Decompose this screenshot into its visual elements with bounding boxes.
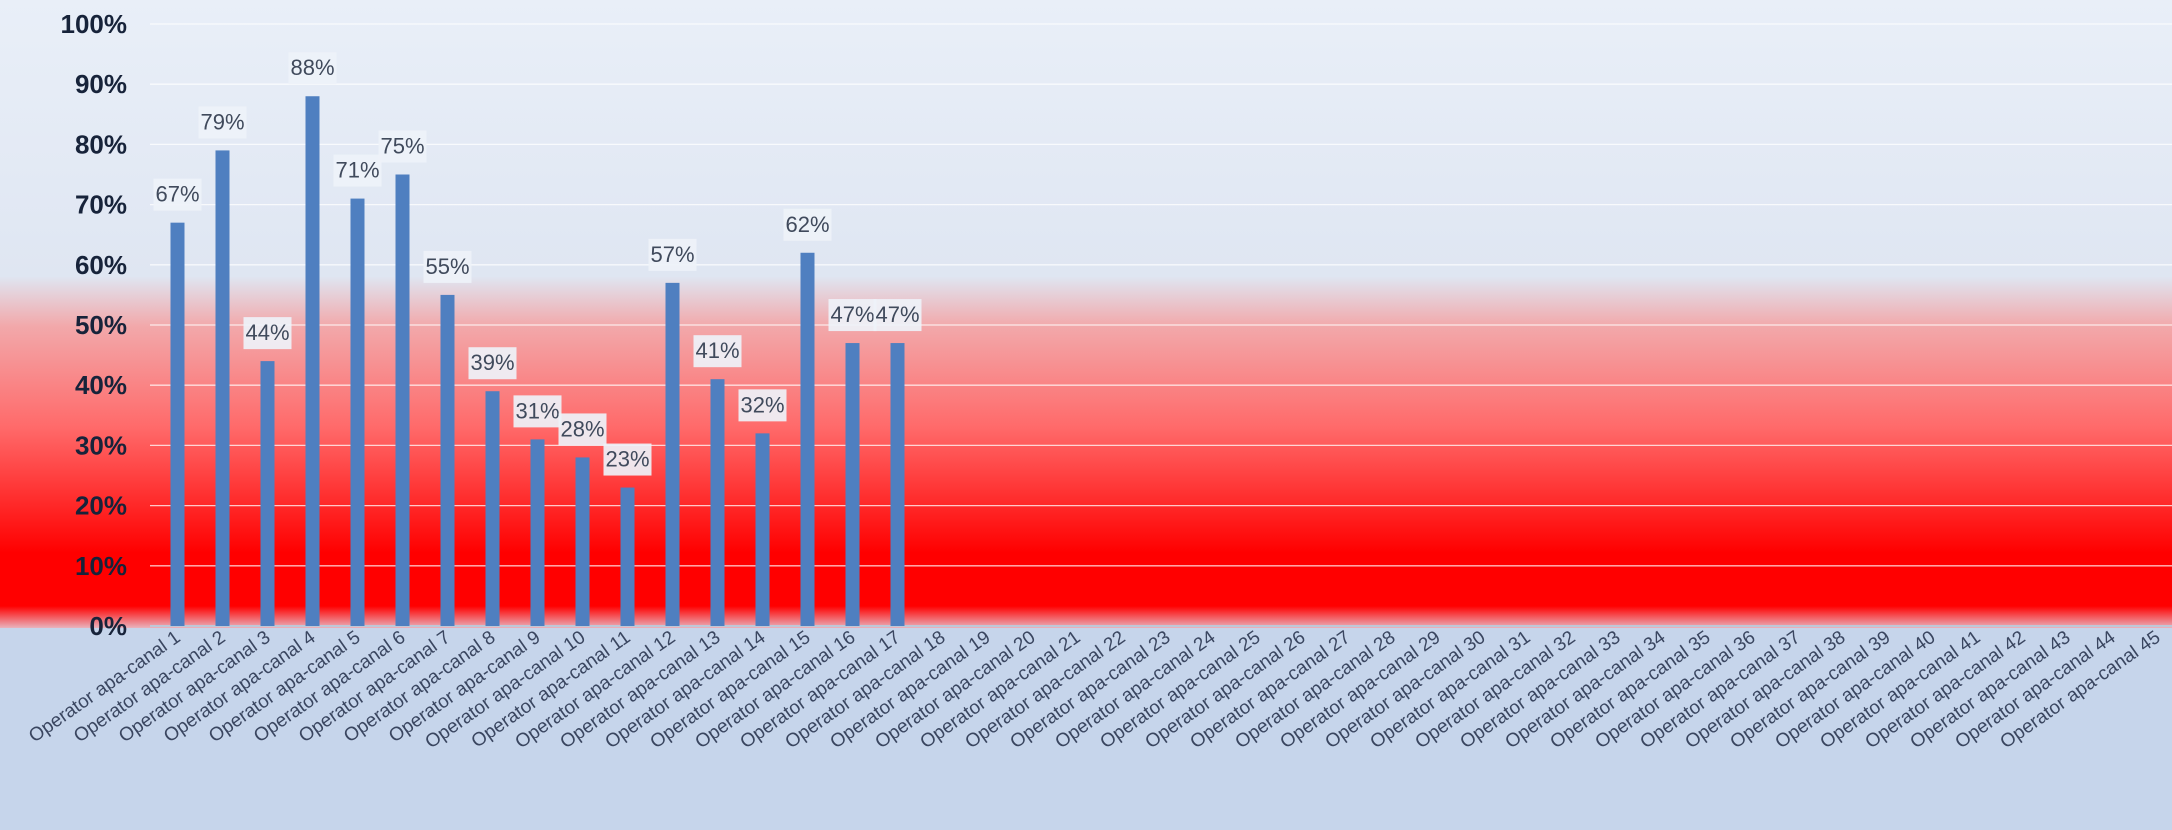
data-label: 57% <box>650 242 694 267</box>
bar <box>350 198 365 626</box>
bar <box>755 433 770 626</box>
y-tick-label: 50% <box>75 310 127 340</box>
data-label: 62% <box>785 212 829 237</box>
data-label-background <box>243 317 292 350</box>
y-tick-label: 0% <box>89 611 127 641</box>
bars <box>170 96 905 627</box>
data-label: 88% <box>290 55 334 80</box>
y-tick-label: 30% <box>75 430 127 460</box>
data-label-background <box>558 413 607 446</box>
data-label-background <box>873 299 922 332</box>
data-label-background <box>423 250 472 283</box>
data-label-background <box>378 130 427 163</box>
data-labels: 67% 79% 44% 88% 71%75% 55% 39%31%28%23% 57% 41% 3… <box>153 52 922 476</box>
data-label-background <box>288 52 337 85</box>
data-label: 79% <box>200 109 244 134</box>
bar <box>305 96 320 627</box>
y-tick-label: 100% <box>61 9 128 39</box>
y-tick-label: 70% <box>75 190 127 220</box>
bar <box>800 252 815 626</box>
bar <box>440 294 455 626</box>
bar <box>395 174 410 626</box>
data-label-background <box>513 395 562 428</box>
bar <box>260 361 275 626</box>
data-label-background <box>783 208 832 241</box>
data-label: 41% <box>695 338 739 363</box>
bar <box>215 150 230 627</box>
data-label-background <box>738 389 787 422</box>
data-label-background <box>603 443 652 476</box>
data-label: 67% <box>155 182 199 207</box>
data-label: 71% <box>335 158 379 183</box>
data-label-background <box>198 106 247 139</box>
bar <box>170 222 185 626</box>
data-label: 55% <box>425 254 469 279</box>
data-label-background <box>648 238 697 271</box>
data-label: 28% <box>560 416 604 441</box>
plot-area-background <box>0 0 2172 628</box>
data-label-background <box>333 154 382 187</box>
data-label: 39% <box>470 350 514 375</box>
data-label-background <box>468 347 517 380</box>
y-tick-label: 10% <box>75 551 127 581</box>
data-label: 23% <box>605 447 649 472</box>
data-label: 75% <box>380 134 424 159</box>
data-label: 47% <box>875 302 919 327</box>
bar <box>530 439 545 626</box>
bar <box>575 457 590 626</box>
bar <box>485 391 500 626</box>
bar <box>665 282 680 626</box>
bar <box>620 487 635 626</box>
y-tick-label: 90% <box>75 69 127 99</box>
data-label: 31% <box>515 398 559 423</box>
y-tick-label: 40% <box>75 370 127 400</box>
data-label-background <box>693 335 742 368</box>
data-label: 32% <box>740 392 784 417</box>
data-label: 47% <box>830 302 874 327</box>
data-label-background <box>828 299 877 332</box>
bar <box>890 343 905 626</box>
y-tick-label: 60% <box>75 250 127 280</box>
bar <box>845 343 860 626</box>
data-label: 44% <box>245 320 289 345</box>
y-tick-label: 80% <box>75 129 127 159</box>
y-tick-label: 20% <box>75 491 127 521</box>
data-label-background <box>153 178 202 211</box>
bar <box>710 379 725 626</box>
y-axis-tick-labels: 0% 10% 20% 30% 40% 50% 60% 70% 80% 90% 100% <box>61 9 128 641</box>
